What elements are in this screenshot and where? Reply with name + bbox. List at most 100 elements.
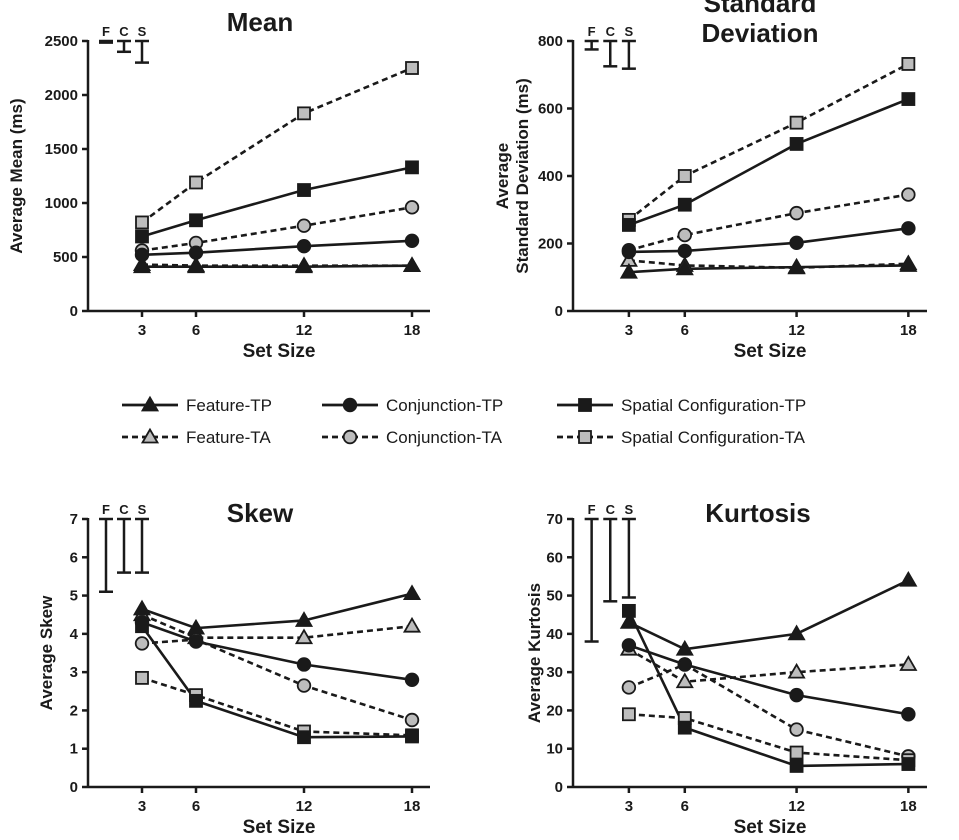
y-tick-label: 200	[538, 236, 563, 253]
panel-kurtosis: 0 10 20 30 40 50 60 70 3 6 12 18 Set Size Average Kur…	[525, 498, 927, 838]
point-spatial-configuration-tp	[901, 92, 916, 106]
point-spatial-configuration-tp	[621, 218, 636, 232]
series-line-feature-ta	[628, 648, 909, 684]
error-bar-c	[117, 517, 131, 574]
point-feature-tp	[787, 624, 806, 641]
y-tick-label: 4	[70, 626, 79, 643]
error-bar-s	[621, 517, 636, 599]
point-feature-tp	[899, 256, 918, 272]
point-feature-tp	[294, 257, 314, 274]
series-line-conjunction-tp	[628, 644, 909, 716]
legend-label: Spatial Configuration-TP	[621, 396, 806, 415]
y-tick-label: 1	[70, 741, 78, 758]
point-feature-tp	[132, 257, 152, 274]
point-spatial-configuration-tp	[677, 720, 692, 735]
error-bar-label: C	[119, 24, 129, 39]
point-feature-ta	[899, 655, 918, 671]
error-bar-label: S	[138, 24, 147, 39]
y-axis-label: Average Mean (ms)	[7, 98, 26, 253]
point-conjunction-ta	[404, 200, 420, 215]
y-axis-label: AverageStandard Deviation (ms)	[493, 78, 532, 274]
series-line-feature-tp	[628, 579, 909, 651]
point-spatial-configuration-ta	[901, 57, 916, 71]
point-spatial-configuration-tp	[789, 137, 804, 151]
point-conjunction-ta	[404, 712, 420, 728]
chart-title-line: Skew	[227, 498, 294, 528]
point-spatial-configuration-tp	[297, 183, 311, 197]
point-feature-tp	[675, 259, 694, 276]
series-line-feature-ta	[141, 613, 413, 639]
y-axis-label: Average Skew	[37, 595, 56, 710]
x-axis-label: Set Size	[243, 817, 316, 838]
legend-label: Spatial Configuration-TA	[621, 428, 806, 447]
point-feature-ta	[787, 662, 806, 679]
x-axis-label: Set Size	[734, 341, 807, 362]
series-line-conjunction-ta	[628, 663, 909, 758]
series-line-spatial-configuration-tp	[140, 625, 413, 739]
point-conjunction-ta	[789, 722, 804, 737]
error-bar-s	[135, 517, 149, 574]
point-spatial-configuration-ta	[135, 215, 149, 230]
point-conjunction-tp	[621, 638, 637, 653]
legend-marker	[578, 398, 592, 412]
y-tick-label: 400	[538, 168, 563, 185]
point-conjunction-tp	[901, 221, 916, 236]
y-tick-label: 10	[546, 741, 563, 758]
point-spatial-configuration-tp	[297, 730, 311, 745]
point-conjunction-ta	[296, 218, 312, 233]
x-tick-label: 18	[404, 322, 421, 339]
error-bar-label: S	[138, 502, 147, 517]
point-spatial-configuration-tp	[901, 757, 916, 771]
point-spatial-configuration-ta	[297, 106, 311, 121]
point-conjunction-tp	[188, 634, 204, 649]
y-tick-label: 800	[538, 33, 563, 50]
chart-title: Kurtosis	[705, 498, 810, 528]
point-conjunction-tp	[789, 687, 804, 703]
error-bar-label: C	[606, 24, 616, 39]
y-tick-label: 20	[546, 702, 563, 719]
legend-item-feature-tp: Feature-TP	[122, 395, 272, 415]
y-axis-label-line: Average Mean (ms)	[7, 98, 26, 253]
error-bar-f	[584, 39, 599, 51]
y-tick-label: 500	[53, 249, 78, 266]
point-spatial-configuration-ta	[789, 115, 804, 130]
x-axis-label: Set Size	[734, 817, 807, 838]
y-tick-label: 0	[70, 303, 78, 320]
y-tick-label: 0	[70, 779, 78, 796]
chart-title-line: Deviation	[701, 18, 818, 48]
x-tick-label: 3	[138, 798, 146, 815]
error-bar-f	[99, 517, 113, 593]
series-line-feature-tp	[628, 264, 909, 274]
point-feature-tp	[132, 599, 152, 616]
y-tick-label: 7	[70, 511, 78, 528]
error-bar-label: S	[625, 502, 634, 517]
point-spatial-configuration-tp	[789, 759, 804, 773]
point-spatial-configuration-tp	[621, 603, 636, 618]
y-tick-label: 600	[538, 101, 563, 118]
point-feature-ta	[294, 628, 314, 645]
point-spatial-configuration-tp	[135, 619, 149, 634]
x-tick-label: 18	[404, 798, 421, 815]
x-tick-label: 3	[625, 322, 633, 339]
error-bar-label: S	[625, 24, 634, 39]
legend-marker	[578, 430, 592, 444]
error-bar-c	[603, 517, 618, 603]
chart-title: Mean	[227, 7, 293, 37]
error-bar-s	[621, 39, 636, 70]
series-line-conjunction-tp	[628, 227, 909, 254]
point-spatial-configuration-ta	[677, 169, 692, 183]
point-spatial-configuration-ta	[405, 61, 419, 75]
series-line-conjunction-tp	[141, 239, 413, 257]
y-tick-label: 6	[70, 549, 78, 566]
x-tick-label: 6	[681, 798, 689, 815]
point-feature-tp	[402, 256, 422, 273]
x-tick-label: 12	[788, 322, 805, 339]
y-tick-label: 60	[546, 549, 563, 566]
series-line-spatial-configuration-tp	[628, 97, 909, 227]
point-conjunction-tp	[901, 707, 916, 722]
point-conjunction-tp	[789, 235, 804, 251]
y-axis-label-line: Average Kurtosis	[525, 583, 544, 723]
